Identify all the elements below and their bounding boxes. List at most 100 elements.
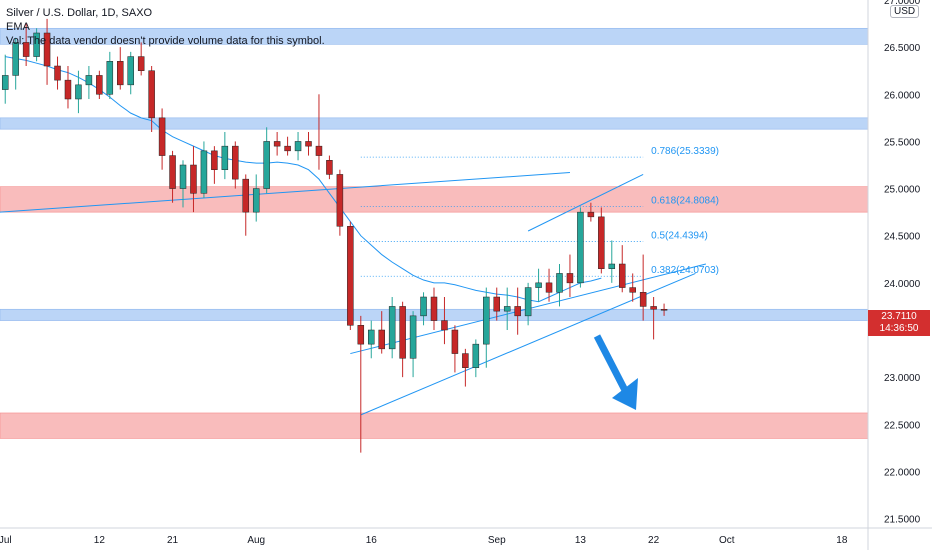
y-tick-label-2: 22.5000: [884, 420, 921, 431]
candle-body-44: [462, 353, 469, 368]
currency-badge[interactable]: USD: [890, 5, 920, 18]
chart-legend: Silver / U.S. Dollar, 1D, SAXO EMA Vol: …: [6, 6, 325, 48]
candle-body-51: [535, 282, 542, 288]
candle-body-29: [305, 141, 312, 147]
candle-body-61: [639, 292, 647, 307]
trendline-0: [0, 172, 570, 213]
candle-body-57: [598, 216, 605, 269]
price-axis-bg: [868, 0, 932, 550]
candle-body-47: [493, 296, 500, 312]
down-arrow-head: [612, 378, 638, 410]
candle-body-39: [409, 315, 417, 359]
fib-label-0: 0.786(25.3339): [651, 146, 719, 157]
x-tick-label-0: Jul: [0, 535, 12, 546]
candle-body-37: [388, 306, 396, 350]
zone-red-2: [0, 186, 869, 213]
candle-body-8: [85, 75, 93, 86]
candle-body-62: [650, 306, 657, 310]
candle-body-53: [556, 273, 563, 293]
x-tick-label-5: Sep: [488, 535, 506, 546]
x-tick-label-3: Aug: [247, 535, 265, 546]
candle-body-15: [158, 117, 166, 156]
candle-body-25: [263, 141, 270, 189]
candle-body-1: [12, 42, 19, 76]
y-tick-label-1: 22.0000: [884, 467, 921, 478]
candle-body-54: [566, 273, 574, 284]
candle-body-52: [545, 282, 553, 293]
candle-body-18: [190, 164, 197, 194]
candle-body-42: [441, 320, 448, 331]
candle-body-30: [315, 145, 323, 156]
ema-label: EMA: [6, 21, 30, 33]
candle-body-19: [200, 150, 208, 194]
candle-body-35: [368, 329, 375, 345]
x-tick-label-2: 21: [167, 535, 179, 546]
candle-body-56: [587, 211, 595, 218]
candle-body-22: [232, 145, 239, 180]
candle-body-32: [336, 174, 344, 227]
candle-body-10: [106, 61, 114, 95]
x-tick-label-1: 12: [94, 535, 106, 546]
last-price-tag: 23.7110 14:36:50: [868, 310, 930, 336]
y-tick-label-11: 27.0000: [884, 0, 921, 7]
candle-body-24: [252, 188, 260, 213]
y-tick-label-3: 23.0000: [884, 373, 921, 384]
x-tick-label-8: Oct: [719, 535, 735, 546]
y-tick-label-9: 26.0000: [884, 90, 921, 101]
candle-body-26: [273, 141, 281, 147]
symbol-title: Silver / U.S. Dollar, 1D, SAXO: [6, 7, 153, 19]
candle-body-49: [514, 306, 521, 317]
candle-body-40: [420, 296, 427, 317]
candle-body-23: [242, 178, 250, 213]
candle-body-48: [503, 306, 511, 312]
y-tick-label-10: 26.5000: [884, 43, 921, 54]
candle-body-0: [1, 75, 9, 90]
trendline-2: [360, 272, 696, 416]
candle-body-46: [483, 296, 490, 345]
x-tick-label-7: 22: [648, 535, 660, 546]
candle-body-7: [75, 84, 82, 100]
x-tick-label-6: 13: [575, 535, 587, 546]
candle-body-59: [618, 263, 626, 288]
candle-body-3: [33, 32, 40, 57]
candle-body-31: [326, 160, 333, 175]
last-price-value: 23.7110: [881, 311, 917, 322]
candle-body-36: [378, 329, 385, 350]
candle-body-34: [357, 325, 365, 345]
trendline-3: [527, 173, 644, 232]
candle-body-58: [608, 263, 616, 269]
candle-body-6: [64, 79, 72, 100]
y-tick-label-7: 25.0000: [884, 185, 921, 196]
y-tick-label-0: 21.5000: [884, 515, 921, 526]
volume-note: Vol: The data vendor doesn't provide vol…: [6, 35, 325, 47]
candle-body-55: [577, 211, 584, 284]
candle-body-5: [54, 65, 61, 81]
ema-line: [5, 56, 602, 303]
candle-body-41: [430, 296, 438, 321]
y-tick-label-5: 24.0000: [884, 279, 921, 290]
bar-countdown: 14:36:50: [879, 323, 919, 334]
candle-body-27: [284, 145, 291, 152]
candle-body-43: [451, 329, 459, 354]
zone-blue-1: [0, 117, 869, 130]
candle-body-21: [221, 145, 229, 170]
candle-body-9: [96, 75, 103, 95]
candle-body-28: [294, 141, 302, 152]
x-tick-label-4: 16: [366, 535, 378, 546]
candle-body-16: [169, 155, 176, 189]
candle-body-60: [629, 287, 636, 293]
candle-body-33: [347, 226, 354, 326]
candle-body-4: [43, 32, 51, 67]
fib-label-2: 0.5(24.4394): [651, 230, 708, 241]
candle-body-12: [127, 56, 134, 86]
candle-body-11: [117, 61, 124, 86]
candle-body-13: [137, 56, 145, 71]
candle-body-2: [22, 42, 30, 57]
y-tick-label-8: 25.5000: [884, 137, 921, 148]
fib-label-1: 0.618(24.8084): [651, 196, 719, 207]
zone-red-4: [0, 412, 869, 439]
candle-body-50: [524, 287, 532, 317]
x-tick-label-9: 18: [836, 535, 848, 546]
candle-body-17: [179, 164, 187, 189]
